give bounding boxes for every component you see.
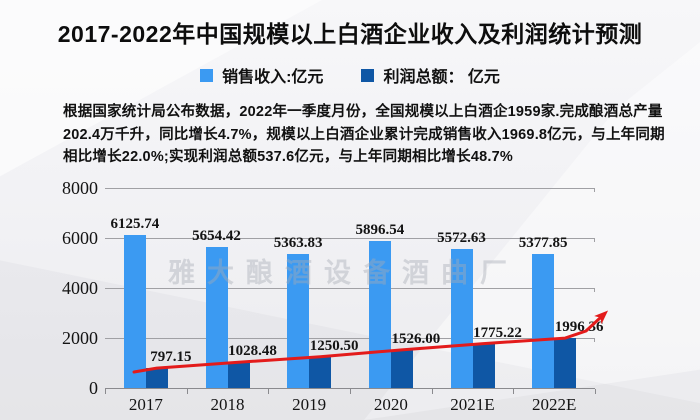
- x-axis-tick: [105, 389, 106, 394]
- chart-legend: 销售收入:亿元 利润总额： 亿元: [0, 64, 700, 86]
- gridline: [105, 238, 595, 239]
- bar-revenue-2019: [287, 253, 310, 388]
- x-axis-category-label: 2022E: [531, 395, 577, 414]
- gridline: [105, 188, 595, 189]
- profit-value-label: 1250.50: [309, 337, 359, 354]
- revenue-value-label: 5363.83: [273, 234, 323, 251]
- x-axis-category-label: 2017: [128, 395, 163, 414]
- profit-legend-swatch-icon: [361, 68, 375, 82]
- profit-value-label: 1526.00: [391, 330, 441, 347]
- revenue-value-label: 5572.63: [437, 229, 486, 246]
- legend-label-revenue: 销售收入:亿元: [222, 69, 324, 86]
- description-line: 相比增长22.0%;实现利润总额537.6亿元，与上年同期相比增长48.7%: [63, 149, 513, 165]
- gridline-end-cap: [594, 288, 595, 292]
- profit-value-label: 1028.48: [228, 343, 277, 360]
- profit-value-label: 1996.36: [554, 319, 604, 336]
- y-axis-tick-label: 4000: [62, 278, 98, 298]
- legend-label-profit: 利润总额： 亿元: [383, 69, 500, 86]
- description-line: 202.4万千升，同比增长4.7%，规模以上白酒企业累计完成销售收入1969.8…: [63, 126, 665, 143]
- profit-value-label: 1775.22: [473, 324, 522, 341]
- x-axis-category-label: 2021E: [450, 395, 495, 414]
- chart-title: 2017-2022年中国规模以上白酒企业收入及利润统计预测: [57, 21, 643, 47]
- bar-profit-2021E: [472, 343, 495, 388]
- bar-profit-2017: [145, 368, 168, 388]
- gridline-end-cap: [594, 238, 595, 242]
- x-axis-tick: [595, 389, 596, 394]
- profit-value-label: 797.15: [150, 349, 192, 366]
- y-axis-tick-label: 8000: [62, 178, 98, 198]
- x-axis-category-label: 2019: [292, 395, 327, 414]
- x-axis-tick: [513, 389, 515, 394]
- legend-item-profit: 利润总额： 亿元: [361, 63, 500, 87]
- gridline: [105, 288, 595, 289]
- bar-revenue-2018: [205, 246, 228, 388]
- revenue-value-label: 6125.74: [110, 215, 160, 232]
- description-paragraph: 根据国家统计局公布数据，2022年一季度月份，全国规模以上白酒企1959家.完成…: [63, 101, 665, 169]
- revenue-value-label: 5896.54: [355, 221, 405, 238]
- legend-item-revenue: 销售收入:亿元: [200, 63, 323, 87]
- bar-profit-2020: [390, 349, 413, 388]
- bar-profit-2018: [227, 362, 250, 388]
- x-axis-tick: [431, 389, 433, 394]
- revenue-legend-swatch-icon: [200, 68, 214, 82]
- gridline-end-cap: [594, 338, 595, 342]
- x-axis-category-label: 2018: [210, 395, 245, 414]
- y-axis-tick-label: 0: [89, 378, 98, 398]
- x-axis-category-label: 2020: [373, 395, 408, 414]
- y-axis-tick-label: 6000: [62, 228, 98, 248]
- revenue-value-label: 5377.85: [518, 234, 568, 251]
- y-axis-tick-label: 2000: [62, 328, 98, 348]
- gridline-end-cap: [594, 188, 595, 192]
- x-axis-tick: [350, 389, 351, 394]
- bar-revenue-2021E: [450, 248, 473, 388]
- x-axis-tick: [186, 389, 188, 394]
- bar-profit-2022E: [554, 338, 577, 388]
- bar-profit-2019: [309, 356, 332, 388]
- revenue-value-label: 5654.42: [192, 227, 241, 244]
- description-line: 根据国家统计局公布数据，2022年一季度月份，全国规模以上白酒企1959家.完成…: [63, 104, 663, 120]
- bar-revenue-2020: [368, 240, 391, 388]
- x-axis-tick: [268, 389, 270, 394]
- x-axis-line: [105, 388, 595, 389]
